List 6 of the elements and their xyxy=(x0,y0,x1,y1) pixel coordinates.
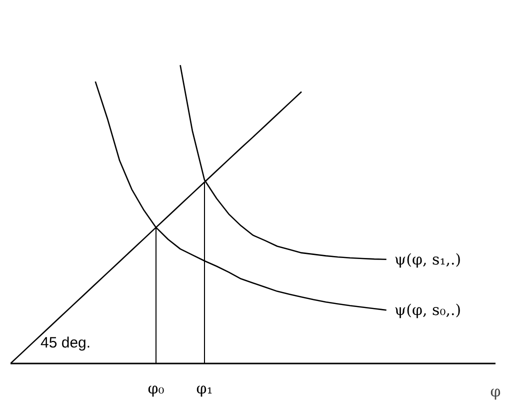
series-label: 45 deg. xyxy=(40,334,91,352)
x-axis-title: φ xyxy=(490,382,501,400)
x-tick-label: φ₁ xyxy=(196,380,213,398)
series-label: ψ(φ, s₁,.) xyxy=(394,250,462,268)
x-tick-label: φ₀ xyxy=(148,380,164,398)
series-label: ψ(φ, s₀,.) xyxy=(394,301,462,320)
